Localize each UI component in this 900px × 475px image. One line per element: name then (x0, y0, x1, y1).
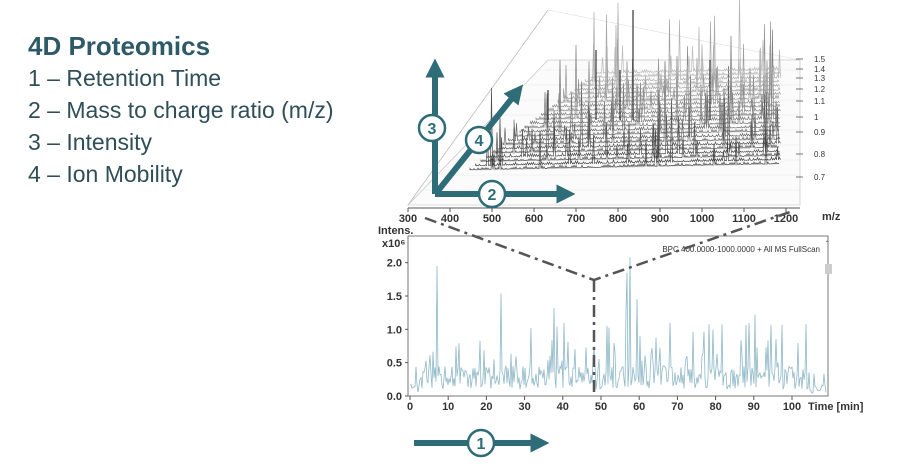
chromatogram-y-tick: 2.0 (387, 258, 402, 270)
plot3d-spectrum-row (591, 26, 781, 79)
plot3d-spectrum-row (530, 29, 780, 125)
plot3d: 300 400 500 600 700 800 900 1000 1100 1200 m/z 1.… (399, 0, 841, 225)
plot3d-x-tick: 900 (651, 213, 669, 225)
chromatogram-y-tick: 0.5 (387, 358, 402, 370)
plot3d-spectrum-row (557, 45, 780, 104)
zoom-connector (424, 210, 791, 396)
plot3d-spectrum-row (524, 35, 781, 129)
marker-mz: 2 (477, 179, 507, 209)
plot3d-x-tick: 300 (399, 213, 417, 225)
legend-item-retention-time: 1 – Retention Time (28, 65, 222, 91)
chromatogram-y-tick: 1.0 (387, 324, 402, 336)
marker-mz-label: 2 (488, 187, 497, 204)
marker-ion-mobility-label: 4 (475, 133, 484, 150)
plot3d-x-tick: 700 (567, 213, 585, 225)
chromatogram-y-exponent: x10⁶ (382, 238, 405, 250)
chromatogram-x-tick: 50 (595, 401, 607, 413)
marker-retention-time-label: 1 (477, 436, 486, 453)
plot3d-x-tick: 1000 (690, 213, 714, 225)
plot3d-spectrum-row (508, 75, 780, 142)
chromatogram-x-tick: 20 (480, 401, 492, 413)
plot3d-mobility-tick: 1.2 (814, 85, 826, 94)
plot3d-spectrum-row (535, 44, 780, 121)
plot3d-x-tick: 1100 (732, 213, 756, 225)
plot3d-back-edge (547, 9, 801, 61)
chromatogram-x-tick: 100 (783, 401, 801, 413)
chromatogram-y-tick: 0.0 (387, 391, 402, 403)
legend-title: 4D Proteomics (28, 31, 211, 61)
plot3d-mobility-ticks: 1.51.41.3 1.2 1.1 1 0.9 0.8 0.7 (796, 55, 826, 182)
plot3d-spectrum-row (491, 88, 780, 155)
chromatogram-x-unit: Time [min] (808, 401, 864, 413)
marker-intensity: 3 (417, 113, 447, 143)
plot3d-x-unit: m/z (822, 211, 841, 223)
marker-retention-time: 1 (466, 428, 496, 458)
chromatogram: Intens. x10⁶ 2.0 1.5 1.0 0.5 0.0 0 10 20 30 40 50… (378, 225, 864, 413)
plot3d-mobility-tick: 1.3 (814, 74, 826, 83)
plot3d-mobility-tick: 0.7 (814, 173, 826, 182)
plot3d-x-tick: 800 (609, 213, 627, 225)
plot3d-x-tick: 400 (441, 213, 459, 225)
plot3d-mobility-tick: 1 (814, 113, 819, 122)
plot3d-spectrum-row (497, 81, 781, 150)
chromatogram-x-tick: 10 (442, 401, 454, 413)
chromatogram-x-tick: 90 (748, 401, 760, 413)
legend: 4D Proteomics 1 – Retention Time 2 – Mas… (28, 30, 334, 190)
plot3d-spectrum-row (596, 45, 780, 75)
chromatogram-x-tick: 70 (671, 401, 683, 413)
chromatogram-trace (409, 257, 827, 394)
legend-item-ion-mobility: 4 – Ion Mobility (28, 161, 183, 187)
axis-arrows: 3 4 2 1 (414, 58, 576, 458)
plot3d-spectrum-row (502, 61, 781, 147)
plot3d-spectrum-row (519, 83, 781, 134)
plot3d-x-tick: 1200 (774, 213, 798, 225)
plot3d-spectrum-row (541, 46, 781, 117)
plot3d-spectrum-row (568, 46, 781, 96)
chromatogram-y-tick: 1.5 (387, 291, 402, 303)
marker-intensity-label: 3 (428, 121, 437, 138)
plot3d-mobility-tick: 1.1 (814, 97, 826, 106)
chromatogram-y-ticks: 2.0 1.5 1.0 0.5 0.0 (387, 258, 408, 403)
chromatogram-x-tick: 40 (557, 401, 569, 413)
legend-item-intensity: 3 – Intensity (28, 129, 153, 155)
chromatogram-x-ticks: 0 10 20 30 40 50 60 70 80 90 100 (407, 396, 801, 413)
plot3d-x-tick: 600 (525, 213, 543, 225)
plot3d-spectrum-row (579, 2, 780, 88)
plot3d-spectrum-row (513, 60, 780, 138)
plot3d-x-ticks: 300 400 500 600 700 800 900 1000 1100 1200 (399, 208, 798, 225)
plot3d-mobility-tick: 0.8 (814, 150, 826, 159)
chromatogram-legend: BPC 400.0000-1000.0000 + All MS FullScan (662, 245, 820, 254)
plot3d-x-tick: 500 (483, 213, 501, 225)
plot3d-spectrum-row (585, 0, 781, 83)
chromatogram-x-tick: 80 (709, 401, 721, 413)
plot3d-spectrum-row (574, 14, 780, 91)
plot3d-spectrum-row (552, 21, 780, 108)
legend-item-mz: 2 – Mass to charge ratio (m/z) (28, 97, 334, 123)
plot3d-peaks (469, 0, 781, 171)
chromatogram-y-label: Intens. (378, 225, 413, 237)
marker-ion-mobility: 4 (464, 125, 494, 155)
chromatogram-x-tick: 60 (633, 401, 645, 413)
chromatogram-scroll-thumb[interactable] (825, 264, 832, 274)
plot3d-spectrum-row (469, 117, 780, 171)
plot3d-mobility-tick: 1.4 (814, 65, 826, 74)
plot3d-mobility-tick: 0.9 (814, 128, 826, 137)
plot3d-mobility-tick: 1.5 (814, 55, 826, 64)
plot3d-spectrum-row (546, 60, 781, 113)
chromatogram-scroll-up[interactable]: ˆ (826, 240, 829, 249)
plot3d-spectrum-row (480, 95, 781, 163)
plot3d-side-edge (407, 9, 549, 206)
plot3d-spectrum-row (486, 66, 780, 159)
chromatogram-x-tick: 0 (407, 401, 413, 413)
chromatogram-x-tick: 30 (518, 401, 530, 413)
